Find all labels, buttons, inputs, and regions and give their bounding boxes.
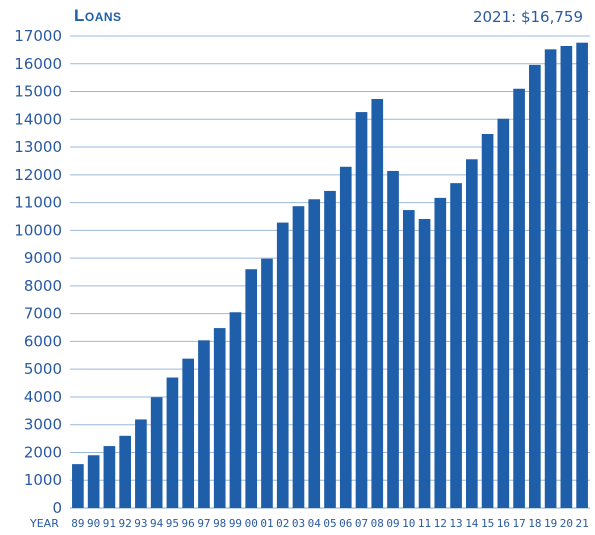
y-tick-label: 4000 xyxy=(24,388,62,406)
x-tick-label: 03 xyxy=(292,517,305,530)
bar-98 xyxy=(213,328,226,508)
bar-15 xyxy=(481,134,494,508)
y-tick-label: 16000 xyxy=(14,55,62,73)
y-tick-label: 11000 xyxy=(14,194,62,212)
x-tick-label: 02 xyxy=(276,517,289,530)
x-tick-label: 12 xyxy=(434,517,447,530)
x-tick-label: 15 xyxy=(481,517,494,530)
x-tick-label: 11 xyxy=(418,517,431,530)
y-tick-labels: 0 1000 2000 3000 4000 5000 6000 7000 8000 9000 100… xyxy=(14,27,62,517)
x-tick-label: 04 xyxy=(308,517,322,530)
x-tick-label: 09 xyxy=(386,517,399,530)
x-tick-label: 16 xyxy=(497,517,510,530)
bars xyxy=(72,42,588,509)
x-tick-label: 08 xyxy=(371,517,384,530)
x-tick-label: 99 xyxy=(229,517,242,530)
bar-94 xyxy=(150,397,163,508)
bar-99 xyxy=(229,312,242,508)
y-tick-label: 12000 xyxy=(14,166,62,184)
x-tick-label: 06 xyxy=(339,517,352,530)
x-tick-label: 94 xyxy=(150,517,164,530)
bar-92 xyxy=(119,435,131,508)
bar-00 xyxy=(245,269,258,508)
bar-06 xyxy=(339,166,352,508)
bar-10 xyxy=(402,210,415,508)
bar-96 xyxy=(182,358,195,508)
bar-89 xyxy=(72,464,84,508)
y-tick-label: 7000 xyxy=(24,305,62,323)
y-tick-label: 6000 xyxy=(24,332,62,350)
y-tick-label: 1000 xyxy=(24,471,62,489)
x-tick-label: 90 xyxy=(87,517,100,530)
x-tick-label: 01 xyxy=(260,517,273,530)
x-tick-label: 89 xyxy=(71,517,84,530)
x-tick-label: 05 xyxy=(323,517,336,530)
bar-16 xyxy=(497,118,510,509)
bar-11 xyxy=(418,218,431,508)
x-tick-label: 18 xyxy=(528,517,541,530)
x-tick-label: 14 xyxy=(465,517,479,530)
bar-12 xyxy=(434,197,447,508)
bar-93 xyxy=(135,419,147,508)
y-tick-label: 15000 xyxy=(14,83,62,101)
bar-13 xyxy=(450,183,462,508)
bar-21 xyxy=(576,42,588,508)
y-tick-label: 5000 xyxy=(24,360,62,378)
x-tick-label: 21 xyxy=(575,517,588,530)
y-tick-label: 0 xyxy=(52,499,62,517)
bar-95 xyxy=(166,377,179,508)
x-tick-label: 10 xyxy=(402,517,415,530)
bar-02 xyxy=(276,222,289,508)
bar-03 xyxy=(292,206,305,508)
bar-91 xyxy=(103,446,116,508)
bar-18 xyxy=(529,64,541,508)
x-axis-label: YEAR xyxy=(29,517,59,530)
x-tick-label: 91 xyxy=(103,517,116,530)
x-tick-label: 00 xyxy=(245,517,258,530)
x-tick-labels: 89 90 91 92 93 94 95 96 97 98 99 00 01 02 03 04 05 06 07 08… xyxy=(71,517,588,530)
bar-20 xyxy=(560,46,573,508)
y-tick-label: 13000 xyxy=(14,138,62,156)
x-tick-label: 95 xyxy=(166,517,179,530)
bar-14 xyxy=(465,159,478,508)
bar-01 xyxy=(261,258,273,508)
x-tick-label: 19 xyxy=(544,517,557,530)
x-tick-label: 98 xyxy=(213,517,226,530)
bar-17 xyxy=(513,88,525,508)
bar-09 xyxy=(387,170,399,508)
bar-07 xyxy=(355,112,368,508)
bar-04 xyxy=(308,199,321,508)
y-tick-label: 3000 xyxy=(24,416,62,434)
bar-08 xyxy=(371,99,384,508)
y-tick-label: 9000 xyxy=(24,249,62,267)
x-tick-label: 13 xyxy=(449,517,462,530)
x-tick-label: 93 xyxy=(134,517,147,530)
y-tick-label: 14000 xyxy=(14,110,62,128)
y-tick-label: 8000 xyxy=(24,277,62,295)
y-tick-label: 2000 xyxy=(24,443,62,461)
x-tick-label: 92 xyxy=(119,517,132,530)
y-tick-label: 17000 xyxy=(14,27,62,45)
chart-title: Loans xyxy=(74,6,122,25)
chart-annotation: 2021: $16,759 xyxy=(472,8,583,26)
x-tick-label: 20 xyxy=(560,517,573,530)
bar-19 xyxy=(544,49,557,508)
y-tick-label: 10000 xyxy=(14,221,62,239)
bar-90 xyxy=(87,455,100,508)
x-tick-label: 96 xyxy=(182,517,195,530)
bar-97 xyxy=(198,340,210,508)
x-tick-label: 97 xyxy=(197,517,210,530)
x-tick-label: 07 xyxy=(355,517,368,530)
x-tick-label: 17 xyxy=(512,517,525,530)
bar-05 xyxy=(324,190,336,508)
